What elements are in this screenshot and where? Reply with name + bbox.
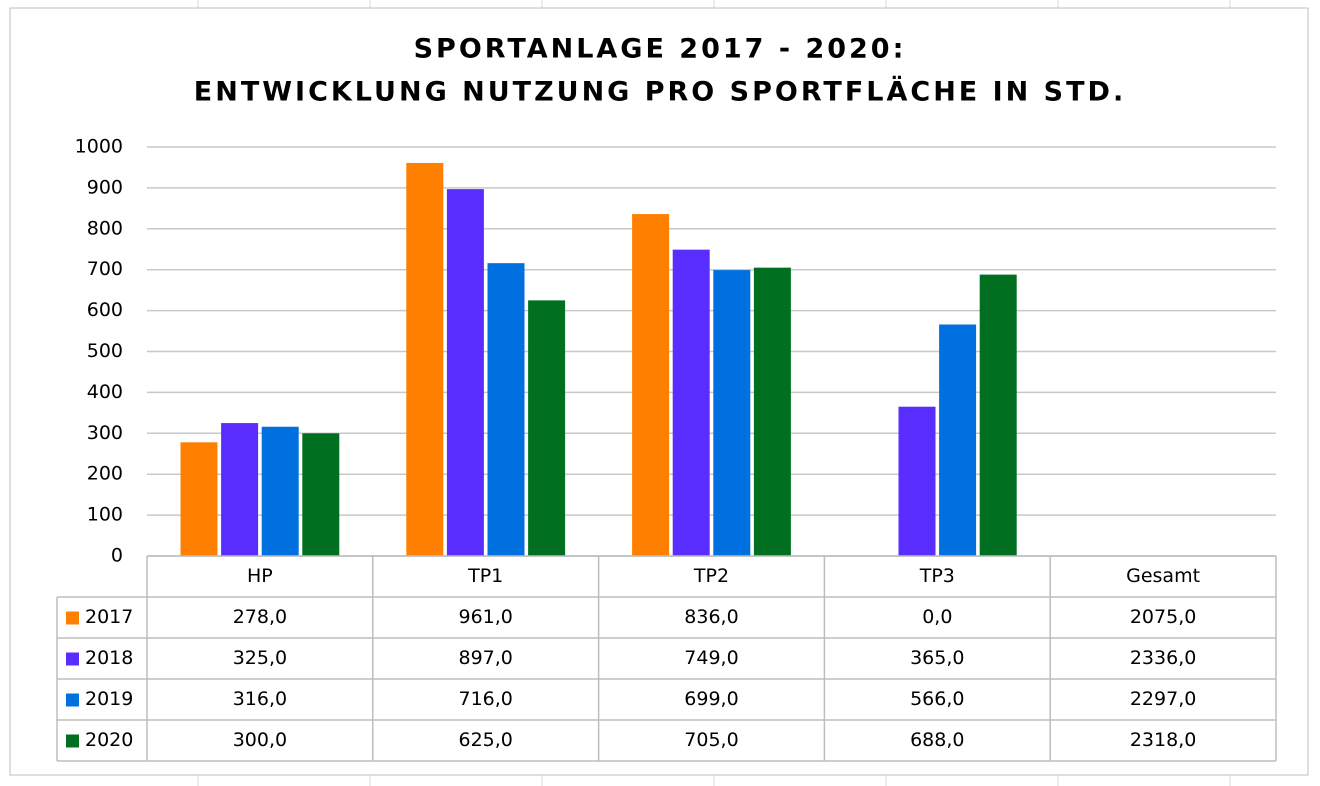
y-tick-label: 700 (87, 258, 123, 280)
bar (446, 189, 484, 556)
bar (672, 249, 710, 556)
y-tick-label: 600 (87, 299, 123, 321)
table-cell: 2075,0 (1130, 606, 1196, 628)
column-header: TP2 (693, 565, 729, 587)
table-cell: 836,0 (684, 606, 738, 628)
table-cell: 0,0 (922, 606, 952, 628)
chart-title: SPORTANLAGE 2017 - 2020: (414, 34, 907, 65)
column-header: HP (247, 565, 273, 587)
table-cell: 749,0 (684, 647, 738, 669)
bar (180, 442, 218, 556)
legend-label: 2020 (85, 729, 133, 751)
column-header: TP1 (467, 565, 503, 587)
table-cell: 961,0 (458, 606, 512, 628)
table-cell: 688,0 (910, 729, 964, 751)
bar (753, 267, 791, 556)
table-cell: 300,0 (233, 729, 287, 751)
table-cell: 316,0 (233, 688, 287, 710)
y-tick-label: 500 (87, 340, 123, 362)
table-cell: 2336,0 (1130, 647, 1196, 669)
table-cell: 365,0 (910, 647, 964, 669)
bar (302, 433, 340, 556)
y-tick-label: 800 (87, 217, 123, 239)
chart-subtitle: ENTWICKLUNG NUTZUNG PRO SPORTFLÄCHE IN S… (194, 76, 1126, 108)
y-tick-label: 0 (111, 545, 123, 567)
bar (487, 263, 525, 556)
legend-label: 2019 (85, 688, 133, 710)
bar (939, 324, 977, 556)
table-cell: 625,0 (458, 729, 512, 751)
table-cell: 2318,0 (1130, 729, 1196, 751)
table-cell: 325,0 (233, 647, 287, 669)
y-tick-label: 200 (87, 463, 123, 485)
bar (713, 270, 751, 556)
legend-swatch (66, 611, 79, 625)
legend-swatch (66, 693, 79, 707)
table-cell: 705,0 (684, 729, 738, 751)
table-cell: 699,0 (684, 688, 738, 710)
legend-label: 2018 (85, 647, 133, 669)
bar (406, 162, 444, 557)
y-tick-label: 100 (87, 504, 123, 526)
bar (528, 300, 566, 556)
table-cell: 716,0 (458, 688, 512, 710)
bar (632, 214, 670, 557)
bar (979, 274, 1017, 556)
y-tick-label: 300 (87, 422, 123, 444)
table-cell: 2297,0 (1130, 688, 1196, 710)
column-header: Gesamt (1126, 565, 1200, 587)
table-cell: 566,0 (910, 688, 964, 710)
y-tick-label: 1000 (75, 136, 123, 158)
bar (898, 406, 936, 556)
table-cell: 278,0 (233, 606, 287, 628)
bar (261, 426, 299, 556)
sheet-grid (197, 0, 1231, 786)
y-tick-label: 900 (87, 176, 123, 198)
column-header: TP3 (919, 565, 955, 587)
y-tick-label: 400 (87, 381, 123, 403)
legend-swatch (66, 652, 79, 666)
table-cell: 897,0 (458, 647, 512, 669)
legend-swatch (66, 734, 79, 748)
bar (221, 423, 259, 556)
legend-label: 2017 (85, 606, 133, 628)
